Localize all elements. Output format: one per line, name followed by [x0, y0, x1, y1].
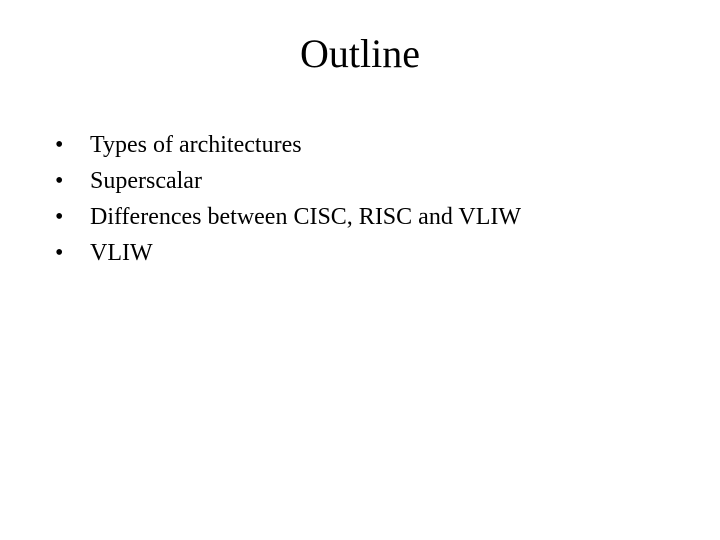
slide-container: Outline Types of architectures Superscal… [0, 0, 720, 540]
list-item: Superscalar [55, 163, 720, 199]
slide-title: Outline [0, 30, 720, 77]
bullet-list: Types of architectures Superscalar Diffe… [0, 127, 720, 271]
list-item: VLIW [55, 235, 720, 271]
list-item: Differences between CISC, RISC and VLIW [55, 199, 720, 235]
list-item: Types of architectures [55, 127, 720, 163]
